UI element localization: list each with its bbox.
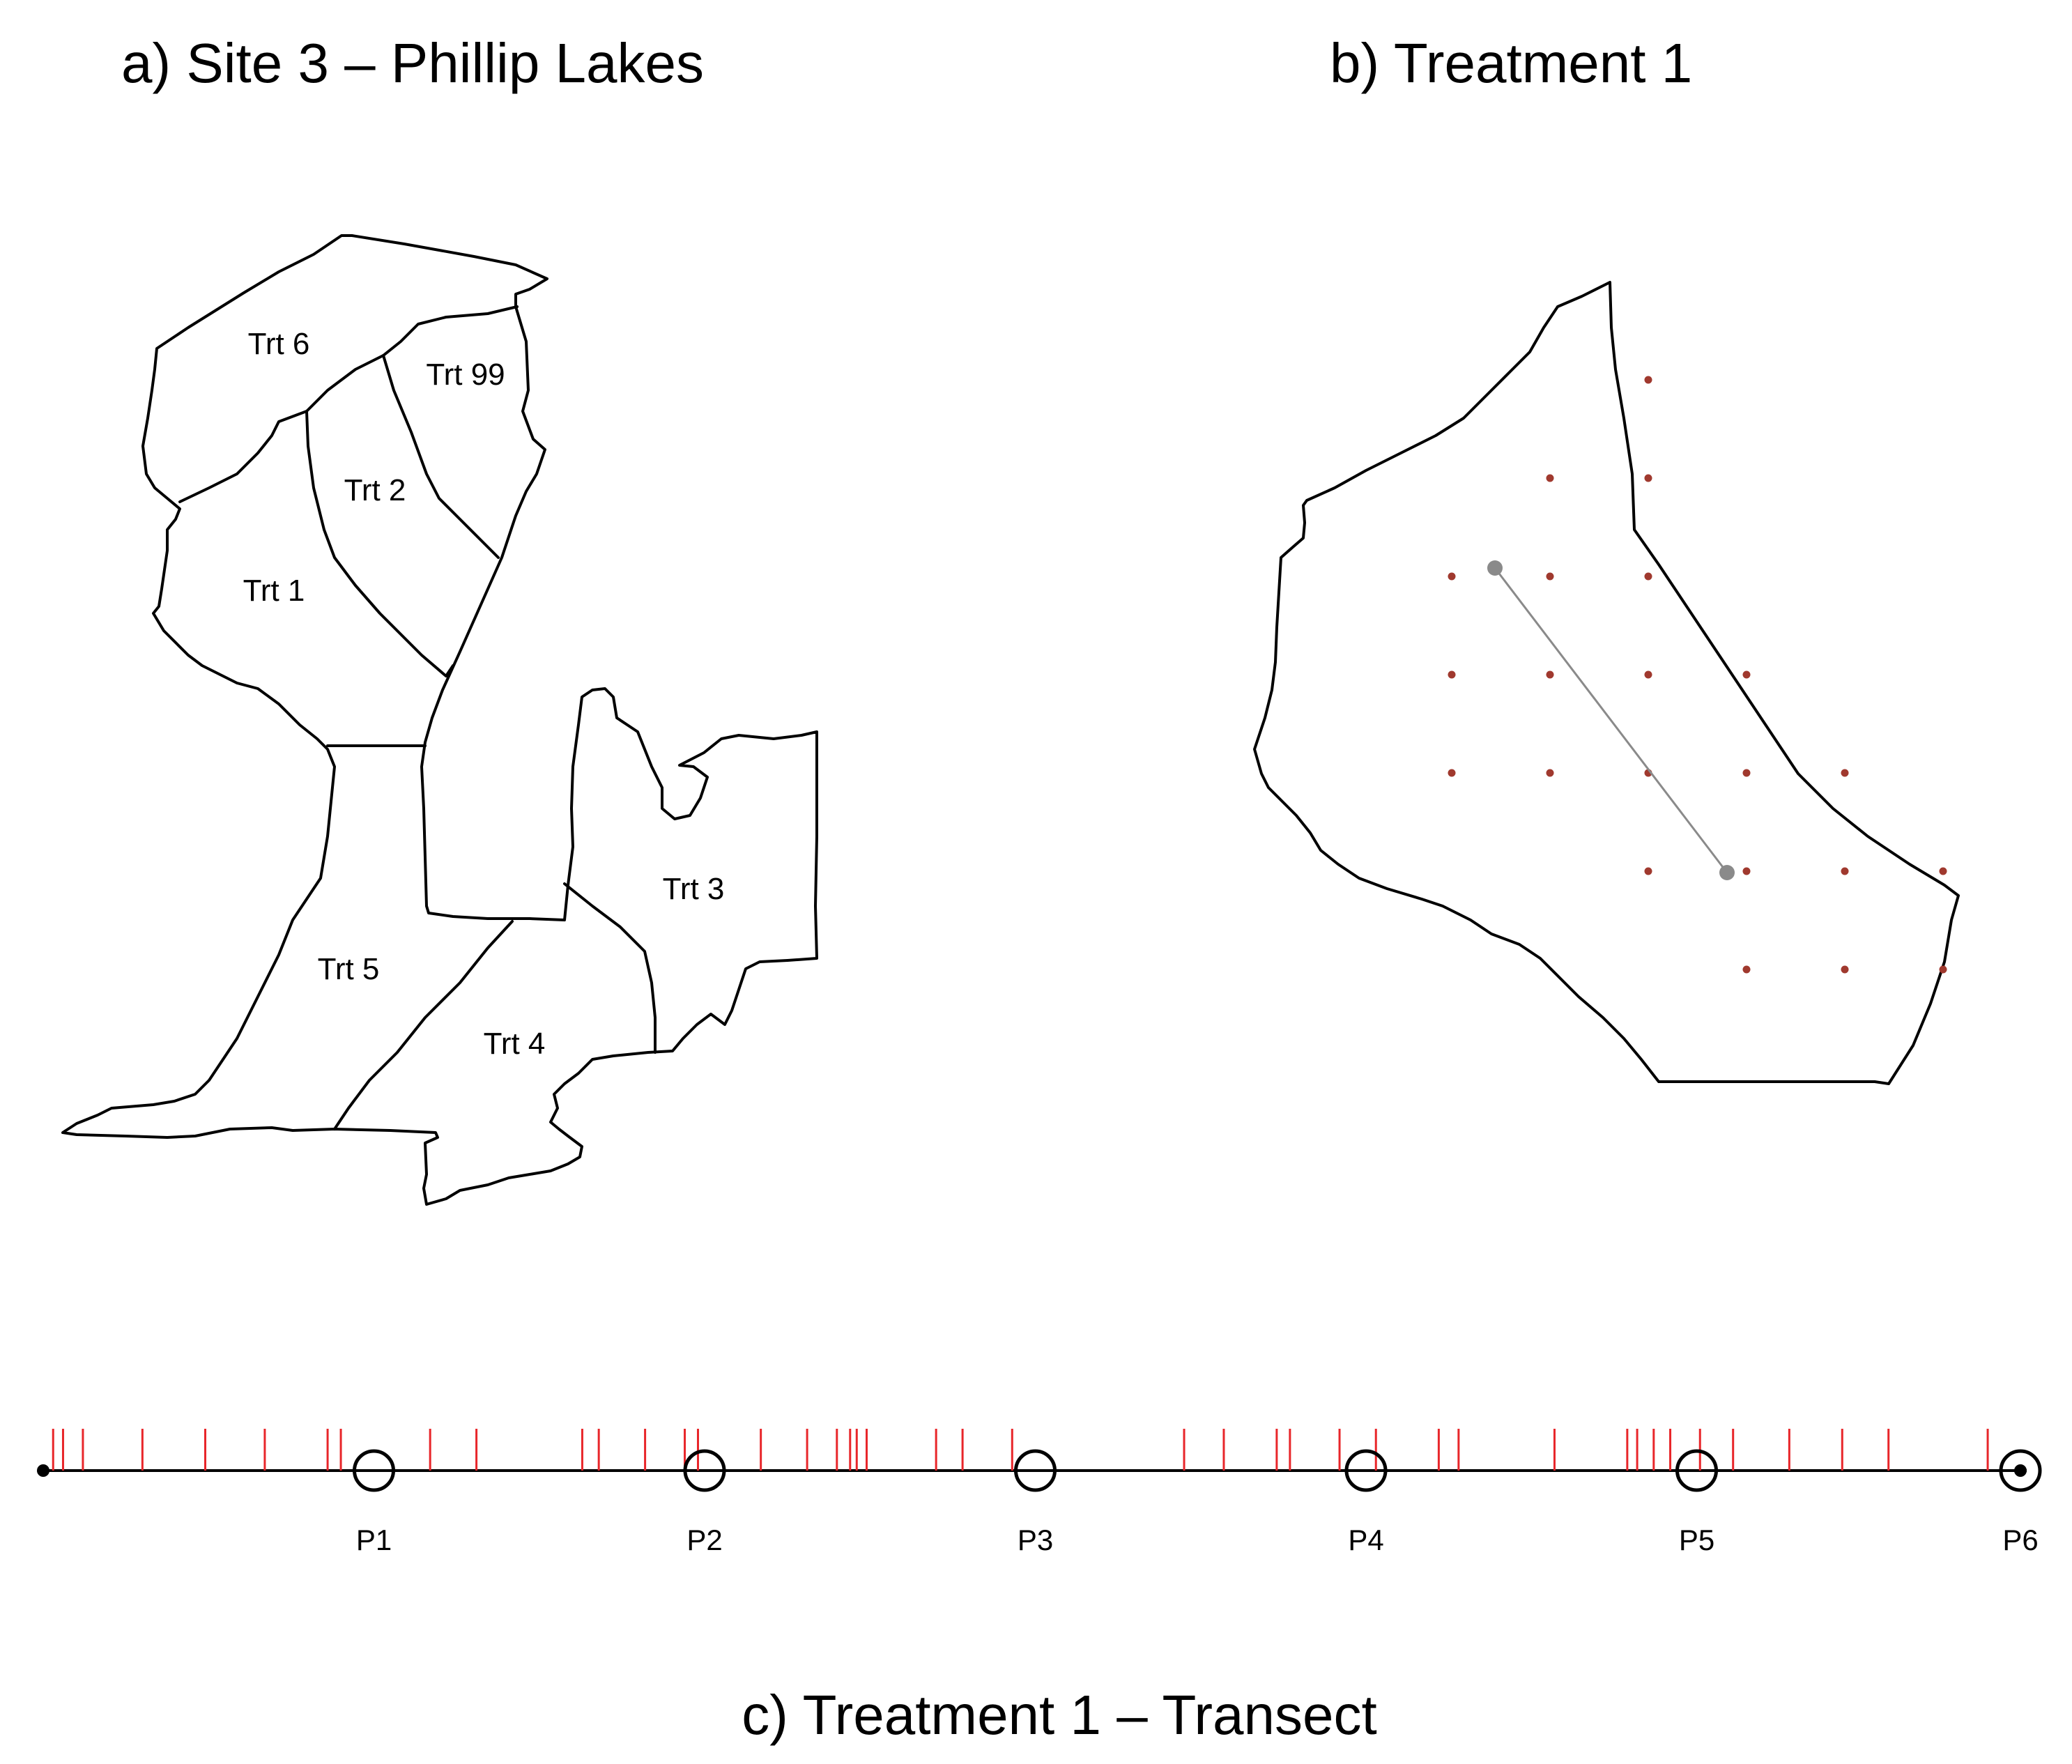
trt-label: Trt 6 (248, 327, 310, 361)
transect-origin (37, 1464, 49, 1477)
boundary-trt5-trt4 (333, 920, 514, 1130)
transect-point-label: P1 (356, 1524, 392, 1556)
sample-points (1448, 376, 1947, 974)
trt-label: Trt 2 (344, 473, 406, 507)
sample-point (1742, 670, 1751, 679)
transect-point-marker (1675, 1449, 1718, 1492)
transect-point-marker (1999, 1449, 2042, 1492)
trt-label: Trt 4 (484, 1027, 546, 1061)
boundary-trt6-trt1 (178, 354, 385, 503)
sample-point (1742, 867, 1751, 875)
sample-point (1939, 965, 1947, 974)
transect-point-label: P5 (1679, 1524, 1714, 1556)
panel-c-title: c) Treatment 1 – Transect (742, 1684, 1376, 1746)
boundary-trt1-trt2 (305, 410, 454, 677)
site-map (61, 234, 818, 1206)
sample-point (1448, 769, 1456, 777)
boundary-trt6-trt99 (382, 305, 519, 357)
treatment-labels: Trt 6 Trt 99 Trt 2 Trt 1 Trt 3 Trt 5 Trt… (243, 327, 725, 1061)
transect-end-point (1719, 865, 1735, 880)
sample-point (1841, 965, 1849, 974)
boundary-trt2-trt99 (382, 354, 500, 559)
site-boundary (61, 234, 818, 1206)
transect-line-group (1487, 560, 1735, 880)
sample-point (1644, 670, 1652, 679)
transect-points: P1 P2 P3 P4 P5 P6 (353, 1449, 2042, 1556)
treatment-1-boundary (1253, 281, 1960, 1085)
sample-point (1644, 376, 1652, 384)
sample-point (1546, 474, 1554, 482)
sample-point (1448, 670, 1456, 679)
sample-point (1742, 965, 1751, 974)
trt-label: Trt 3 (663, 872, 725, 906)
panel-b-title: b) Treatment 1 (1330, 32, 1692, 94)
transect-point-label: P4 (1348, 1524, 1383, 1556)
sample-point (1644, 867, 1652, 875)
trt-label: Trt 5 (318, 952, 380, 986)
transect-point-marker (1344, 1449, 1388, 1492)
transect-end-dot (2014, 1464, 2027, 1477)
transect-point-label: P6 (2002, 1524, 2038, 1556)
sample-point (1546, 769, 1554, 777)
sample-point (1939, 867, 1947, 875)
sample-point (1546, 670, 1554, 679)
transect-point-marker (1014, 1449, 1057, 1492)
transect-point-label: P2 (686, 1524, 722, 1556)
sample-point (1841, 867, 1849, 875)
panel-a-title: a) Site 3 – Phillip Lakes (121, 32, 704, 94)
transect-line (1494, 567, 1728, 873)
sample-point (1742, 769, 1751, 777)
sample-point (1448, 572, 1456, 581)
transect-start-point (1487, 560, 1503, 576)
transect-point-marker (353, 1449, 395, 1492)
sample-point (1644, 474, 1652, 482)
transect-diagram: P1 P2 P3 P4 P5 P6 (37, 1429, 2042, 1556)
trt-label: Trt 1 (243, 574, 305, 608)
transect-ticks (52, 1429, 1989, 1471)
sample-point (1546, 572, 1554, 581)
transect-point-marker (683, 1449, 726, 1492)
sample-point (1644, 572, 1652, 581)
boundary-trt3-trt4 (563, 882, 657, 1054)
sample-point (1841, 769, 1849, 777)
transect-point-label: P3 (1018, 1524, 1053, 1556)
trt-label: Trt 99 (426, 358, 505, 392)
